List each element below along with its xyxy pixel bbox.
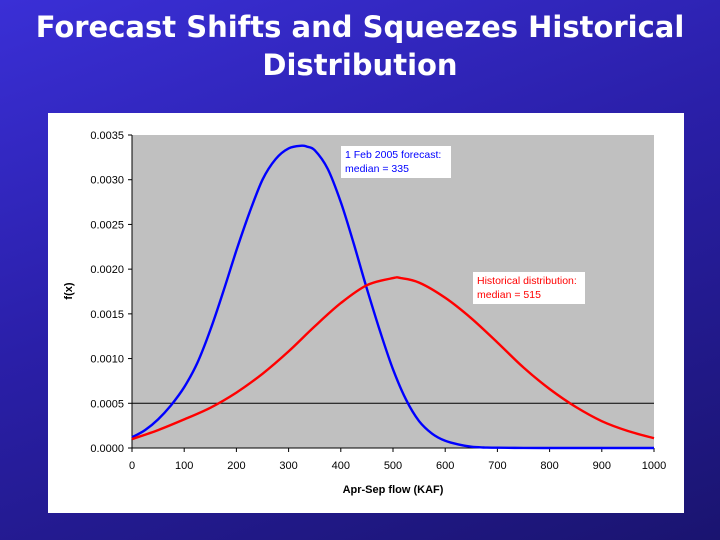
y-tick-label: 0.0025 — [90, 219, 124, 231]
historical-annotation-line-1: Historical distribution: — [477, 275, 577, 287]
density-chart: 0.0000 0.0005 0.0010 0.0015 0.0020 0.0025 0.00… — [63, 130, 666, 496]
series-line-forecast — [131, 144, 654, 450]
y-tick-label: 0.0035 — [90, 130, 124, 142]
x-tick-label: 800 — [540, 460, 558, 472]
x-tick-label: 200 — [227, 460, 245, 472]
x-tick-label: 600 — [436, 460, 454, 472]
series-line-historical — [131, 276, 655, 441]
x-tick-label: 100 — [175, 460, 193, 472]
forecast-annotation-line-2: median = 335 — [345, 163, 409, 175]
x-tick-label: 1000 — [642, 460, 666, 472]
x-tick-label: 400 — [332, 460, 350, 472]
historical-annotation-line-2: median = 515 — [477, 289, 541, 301]
forecast-annotation-box — [341, 146, 451, 178]
forecast-annotation-line-1: 1 Feb 2005 forecast: — [345, 149, 441, 161]
slide-title-line-2: Distribution — [262, 48, 458, 82]
slide-title-line-1: Forecast Shifts and Squeezes Historical — [35, 10, 685, 44]
y-tick-label: 0.0030 — [90, 175, 124, 187]
annotations: 1 Feb 2005 forecast: median = 335 Historic… — [341, 146, 585, 304]
x-tick-label: 700 — [488, 460, 506, 472]
x-tick-label: 900 — [593, 460, 611, 472]
historical-annotation-box — [473, 272, 585, 304]
chart-panel: 0.0000 0.0005 0.0010 0.0015 0.0020 0.0025 0.00… — [48, 113, 684, 513]
y-tick-label: 0.0005 — [90, 398, 124, 410]
series-lines — [131, 144, 655, 450]
x-axis-label: Apr-Sep flow (KAF) — [343, 484, 444, 496]
slide-title: Forecast Shifts and Squeezes Historical … — [0, 8, 720, 84]
y-tick-label: 0.0015 — [90, 309, 124, 321]
x-tick-label: 0 — [129, 460, 135, 472]
y-tick-label: 0.0020 — [90, 264, 124, 276]
x-tick-label: 500 — [384, 460, 402, 472]
x-tick-label: 300 — [279, 460, 297, 472]
y-tick-label: 0.0010 — [90, 354, 124, 366]
y-tick-label: 0.0000 — [90, 443, 124, 455]
axes: 0.0000 0.0005 0.0010 0.0015 0.0020 0.0025 0.00… — [90, 130, 666, 472]
y-axis-label: f(x) — [63, 282, 75, 299]
